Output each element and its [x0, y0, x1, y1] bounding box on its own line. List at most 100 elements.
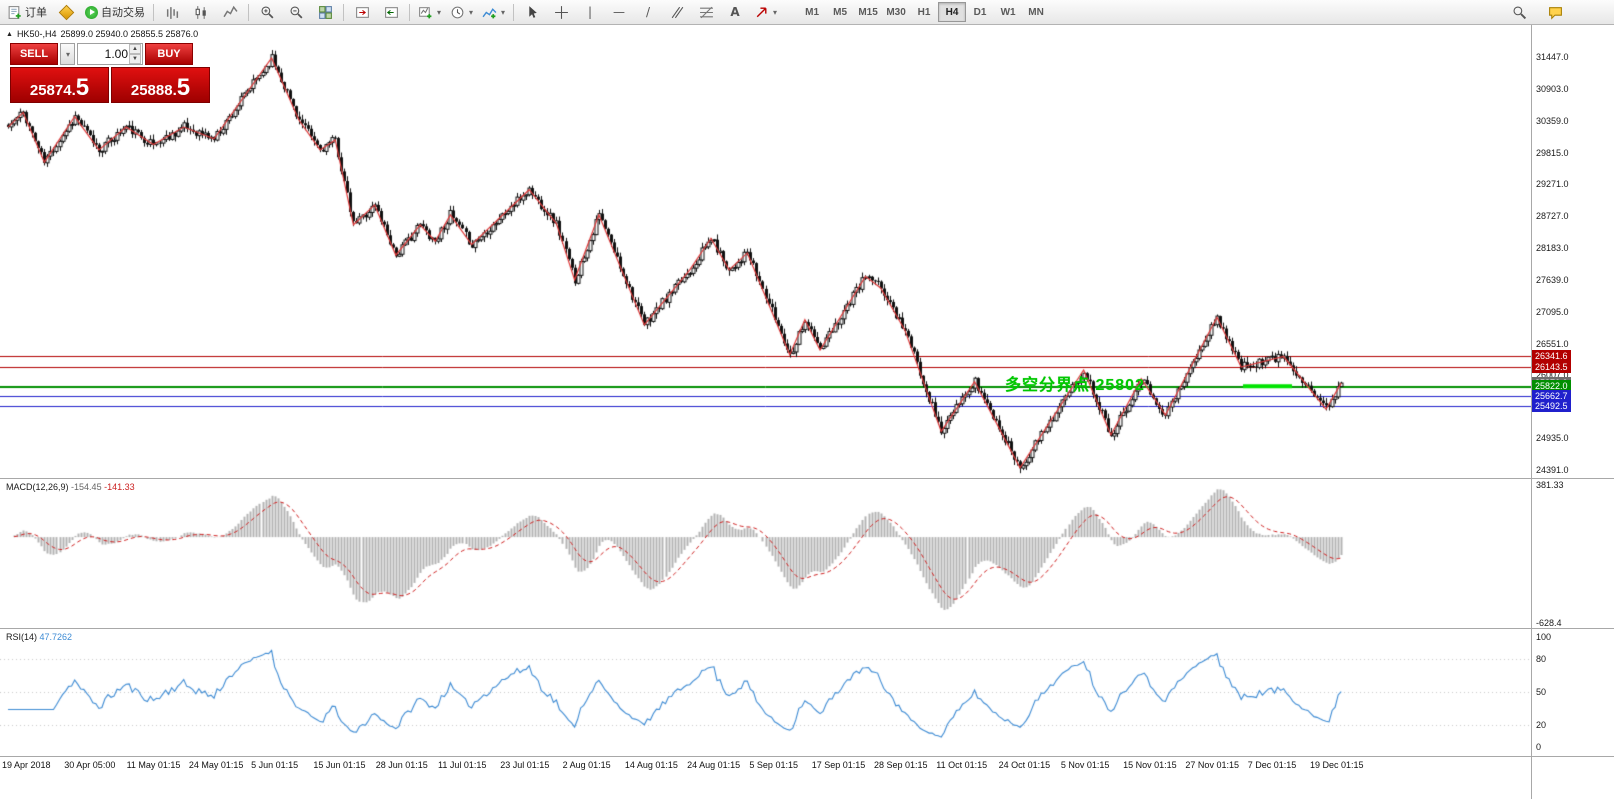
- auto-scroll-button[interactable]: [377, 1, 405, 23]
- candlestick-chart-button[interactable]: [187, 1, 215, 23]
- rsi-value: 47.7262: [39, 632, 73, 642]
- time-axis-label: 11 May 01:15: [126, 760, 181, 770]
- zoom-out-icon: [290, 6, 302, 18]
- main-chart-canvas[interactable]: [0, 25, 1531, 478]
- new-chart-icon: [419, 6, 432, 18]
- bar-chart-icon: [166, 6, 178, 19]
- profiles-button[interactable]: ▾: [446, 1, 477, 23]
- panel-divider[interactable]: [0, 478, 1614, 479]
- time-axis-label: 30 Apr 05:00: [64, 760, 116, 770]
- chat-icon: [1548, 6, 1562, 20]
- rsi-indicator-label: RSI(14) 47.7262: [6, 632, 72, 642]
- timeframe-button-m15[interactable]: M15: [858, 6, 878, 18]
- bar-chart-button[interactable]: [158, 1, 186, 23]
- time-axis-label: 27 Nov 01:15: [1185, 760, 1239, 770]
- time-axis-label: 19 Apr 2018: [2, 760, 51, 770]
- timeframe-button-d1[interactable]: D1: [973, 6, 987, 18]
- cursor-icon: [528, 5, 537, 18]
- auto-scroll-icon: [384, 6, 398, 18]
- panel-divider[interactable]: [0, 628, 1614, 629]
- line-chart-icon: [222, 5, 238, 17]
- shapes-dropdown-icon: ▾: [773, 7, 778, 17]
- zoom-out-button[interactable]: [282, 1, 310, 23]
- chart-title: HK50-,H4: [16, 29, 57, 39]
- time-axis-label: 11 Oct 01:15: [936, 760, 988, 770]
- toolbar-separator: [153, 3, 154, 21]
- horizontal-line-tool-button[interactable]: —: [605, 1, 633, 23]
- line-chart-button[interactable]: [216, 1, 244, 23]
- price-axis-label: 28727.0: [1536, 211, 1569, 222]
- order-options-dropdown[interactable]: ▾: [60, 43, 75, 65]
- time-axis-label: 11 Jul 01:15: [438, 760, 487, 770]
- chart-annotation-text: 多空分界点 25802: [1005, 376, 1145, 394]
- toolbar-separator: [513, 3, 515, 21]
- time-axis-label: 24 Aug 01:15: [687, 760, 741, 770]
- volume-up-button[interactable]: ▲: [129, 44, 141, 54]
- timeframe-button-m5[interactable]: M5: [833, 6, 848, 18]
- chart-shift-button[interactable]: [348, 1, 376, 23]
- time-axis-label: 24 May 01:15: [188, 760, 244, 770]
- rsi-axis-label: 50: [1536, 687, 1547, 697]
- cursor-tool-button[interactable]: [518, 1, 546, 23]
- timeframe-button-h1[interactable]: H1: [917, 6, 931, 18]
- rsi-panel-canvas[interactable]: [0, 629, 1531, 756]
- buy-button[interactable]: BUY: [145, 43, 193, 65]
- zoom-in-button[interactable]: [253, 1, 281, 23]
- chart-ohlc-values: 25899.0 25940.0 25855.5 25876.0: [60, 29, 199, 39]
- profiles-dropdown-icon: ▾: [469, 7, 474, 17]
- new-order-icon: [8, 5, 21, 19]
- price-axis[interactable]: 31447.0 30903.0 30359.0 29815.0 29271.0 28727…: [1531, 25, 1614, 478]
- indicators-button[interactable]: ▾: [478, 1, 509, 23]
- one-click-trading-panel: SELL ▾ 1.00 ▲ ▼ BUY 25874. 5 25888. 5: [10, 43, 212, 103]
- new-chart-dropdown-icon: ▾: [437, 7, 442, 17]
- timeframe-button-w1[interactable]: W1: [1000, 6, 1016, 18]
- time-axis-label: 17 Sep 01:15: [811, 760, 866, 770]
- price-tag: 26143.5: [1532, 361, 1571, 374]
- profiles-clock-icon: [451, 6, 464, 18]
- timeframe-button-h4[interactable]: H4: [938, 2, 967, 22]
- rsi-axis-label: 100: [1536, 632, 1552, 642]
- chart-symbol-label: ▲ HK50-,H4 25899.0 25940.0 25855.5 25876…: [6, 29, 198, 39]
- arrows-tool-button[interactable]: ▾: [750, 1, 781, 23]
- search-button[interactable]: [1505, 1, 1533, 23]
- time-axis[interactable]: 19 Apr 2018 30 Apr 05:00 11 May 01:15 24 Ma…: [0, 757, 1531, 775]
- volume-down-button[interactable]: ▼: [129, 54, 141, 64]
- autotrading-button[interactable]: 自动交易: [81, 1, 149, 23]
- buy-price-display[interactable]: 25888. 5: [111, 67, 210, 103]
- toolbar-separator: [343, 3, 344, 21]
- trendline-tool-button[interactable]: /: [634, 1, 662, 23]
- fibonacci-tool-button[interactable]: [692, 1, 720, 23]
- volume-steppers: ▲ ▼: [129, 44, 141, 64]
- time-axis-label: 14 Aug 01:15: [624, 760, 678, 770]
- top-toolbar: 订单 自动交易: [0, 0, 1614, 25]
- rsi-axis[interactable]: 100 80 50 20 0: [1531, 629, 1614, 756]
- chat-button[interactable]: [1541, 1, 1569, 23]
- macd-axis[interactable]: 381.33 -628.4: [1531, 479, 1614, 628]
- vertical-line-tool-button[interactable]: |: [576, 1, 604, 23]
- macd-main-value: -154.45: [71, 482, 102, 492]
- timeframe-button-mn[interactable]: MN: [1028, 6, 1044, 18]
- crosshair-tool-button[interactable]: [547, 1, 575, 23]
- timeframe-button-m30[interactable]: M30: [886, 6, 906, 18]
- new-order-button[interactable]: 订单: [3, 1, 51, 23]
- macd-axis-label: 381.33: [1536, 480, 1564, 490]
- sell-price-display[interactable]: 25874. 5: [10, 67, 109, 103]
- new-chart-button[interactable]: ▾: [414, 1, 445, 23]
- macd-panel-canvas[interactable]: [0, 479, 1531, 628]
- sell-button[interactable]: SELL: [10, 43, 58, 65]
- time-axis-label: 2 Aug 01:15: [562, 760, 611, 770]
- timeframe-button-m1[interactable]: M1: [805, 6, 820, 18]
- indicators-icon: [482, 7, 497, 18]
- macd-axis-label: -628.4: [1536, 618, 1562, 628]
- price-tag: 25662.7: [1532, 389, 1571, 402]
- collapse-panel-icon[interactable]: ▲: [6, 30, 13, 38]
- channel-tool-button[interactable]: [663, 1, 691, 23]
- broker-logo-button[interactable]: [52, 1, 80, 23]
- broker-logo-icon: [58, 4, 74, 20]
- toolbar-right-group: [1505, 1, 1569, 23]
- text-tool-button[interactable]: A: [721, 1, 749, 23]
- price-axis-label: 24391.0: [1536, 465, 1569, 475]
- tile-windows-button[interactable]: [311, 1, 339, 23]
- volume-input[interactable]: 1.00 ▲ ▼: [77, 43, 143, 65]
